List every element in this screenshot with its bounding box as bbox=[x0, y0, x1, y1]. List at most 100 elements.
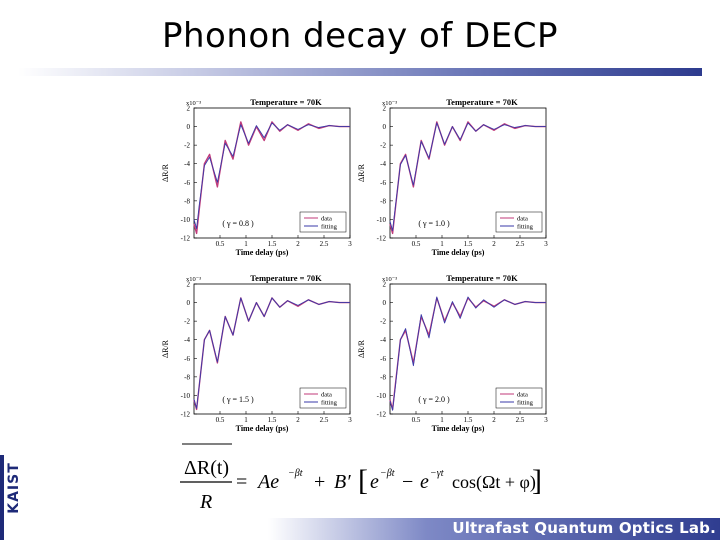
y-exponent-label: x10⁻³ bbox=[186, 100, 201, 107]
x-tick-label: 1 bbox=[244, 240, 248, 248]
formula-equals: = bbox=[236, 471, 247, 493]
y-tick-label: -10 bbox=[181, 216, 191, 224]
y-tick-label: -10 bbox=[181, 392, 191, 400]
x-tick-label: 1 bbox=[244, 416, 248, 424]
y-tick-label: -2 bbox=[380, 318, 386, 326]
x-tick-label: 3 bbox=[348, 416, 352, 424]
y-tick-label: -8 bbox=[184, 197, 190, 205]
x-tick-label: 2 bbox=[492, 240, 496, 248]
x-tick-label: 1.5 bbox=[464, 416, 473, 424]
legend-label-data: data bbox=[517, 392, 528, 399]
y-tick-label: -2 bbox=[184, 318, 190, 326]
y-tick-label: -4 bbox=[380, 160, 386, 168]
formula: ΔR(t) R = Ae −βt + B′ [ e −βt − e −γt co… bbox=[170, 438, 550, 520]
chart-panel-4: Temperature = 70Kx10⁻³20-2-4-6-8-10-120.… bbox=[357, 273, 548, 433]
formula-minus: − bbox=[402, 471, 413, 493]
y-axis-label: ΔR/R bbox=[357, 163, 366, 182]
figure-grid: Temperature = 70K x10⁻³ 2 0 -2 -4 -6 -8 -10 -12 0.… bbox=[160, 92, 560, 448]
x-tick-label: 1.5 bbox=[268, 416, 277, 424]
legend-label-data: data bbox=[321, 216, 332, 223]
y-tick-label: 0 bbox=[383, 123, 387, 131]
gamma-annotation: ( γ = 1.5 ) bbox=[222, 395, 254, 404]
legend-label-fitting: fitting bbox=[321, 224, 338, 231]
x-tick-label: 3 bbox=[544, 240, 548, 248]
x-tick-label: 0.5 bbox=[412, 416, 421, 424]
x-tick-label: 2.5 bbox=[320, 416, 329, 424]
y-tick-label: 2 bbox=[187, 105, 191, 113]
y-exponent-label: x10⁻³ bbox=[382, 276, 397, 283]
panel-title: Temperature = 70K bbox=[446, 273, 518, 283]
legend-box bbox=[495, 211, 543, 233]
x-tick-label: 2.5 bbox=[516, 416, 525, 424]
x-tick-label: 2.5 bbox=[320, 240, 329, 248]
chart-panel-1: Temperature = 70Kx10⁻³20-2-4-6-8-10-120.… bbox=[161, 97, 352, 257]
panel-title: Temperature = 70K bbox=[250, 273, 322, 283]
formula-term-a-exp: −βt bbox=[288, 468, 303, 479]
y-tick-label: 0 bbox=[383, 299, 387, 307]
x-tick-label: 1.5 bbox=[268, 240, 277, 248]
legend-label-fitting: fitting bbox=[517, 400, 534, 407]
formula-term-a: Ae bbox=[256, 471, 279, 493]
y-axis-label: ΔR/R bbox=[161, 163, 170, 182]
side-accent-bar bbox=[0, 455, 4, 540]
legend-box bbox=[299, 387, 347, 409]
y-exponent-label: x10⁻³ bbox=[382, 100, 397, 107]
y-tick-label: -2 bbox=[184, 142, 190, 150]
y-axis-label: ΔR/R bbox=[161, 339, 170, 358]
gamma-annotation: ( γ = 2.0 ) bbox=[418, 395, 450, 404]
y-tick-label: -12 bbox=[377, 235, 387, 243]
footer-lab-name: Ultrafast Quantum Optics Lab. bbox=[452, 519, 716, 537]
y-tick-label: 2 bbox=[383, 281, 387, 289]
page-title: Phonon decay of DECP bbox=[161, 16, 558, 56]
y-tick-label: 0 bbox=[187, 299, 191, 307]
x-axis-label: Time delay (ps) bbox=[432, 248, 485, 257]
formula-bracket-close: ] bbox=[532, 464, 542, 497]
kaist-side-label: KAIST bbox=[6, 462, 22, 514]
x-tick-label: 1.5 bbox=[464, 240, 473, 248]
x-tick-label: 2 bbox=[296, 240, 300, 248]
y-tick-label: -6 bbox=[380, 355, 386, 363]
y-tick-label: -6 bbox=[184, 355, 190, 363]
y-tick-label: -8 bbox=[380, 373, 386, 381]
series-line-fitting bbox=[193, 297, 350, 409]
panel-title: Temperature = 70K bbox=[446, 97, 518, 107]
x-tick-label: 0.5 bbox=[216, 416, 225, 424]
x-tick-label: 1 bbox=[440, 416, 444, 424]
x-axis-label: Time delay (ps) bbox=[236, 248, 289, 257]
y-tick-label: -8 bbox=[380, 197, 386, 205]
y-tick-label: -6 bbox=[380, 179, 386, 187]
legend-label-data: data bbox=[321, 392, 332, 399]
gamma-annotation: ( γ = 0.8 ) bbox=[222, 219, 254, 228]
y-tick-label: -2 bbox=[380, 142, 386, 150]
gamma-annotation: ( γ = 1.0 ) bbox=[418, 219, 450, 228]
formula-e1-exp: −βt bbox=[380, 468, 395, 479]
y-tick-label: -6 bbox=[184, 179, 190, 187]
chart-panel-2: Temperature = 70Kx10⁻³20-2-4-6-8-10-120.… bbox=[357, 97, 548, 257]
chart-panel-3: Temperature = 70K x10⁻³ 2 0 -2 -4 -6 -8 -10 -12 0.… bbox=[161, 273, 352, 433]
y-tick-label: -12 bbox=[181, 411, 191, 419]
y-tick-label: -12 bbox=[377, 411, 387, 419]
footer-bar: Ultrafast Quantum Optics Lab. bbox=[268, 518, 720, 540]
y-exponent-label: x10⁻³ bbox=[186, 276, 201, 283]
y-tick-label: 0 bbox=[187, 123, 191, 131]
x-tick-label: 0.5 bbox=[412, 240, 421, 248]
series-line-fitting bbox=[193, 122, 350, 230]
x-tick-label: 2.5 bbox=[516, 240, 525, 248]
x-axis-label: Time delay (ps) bbox=[432, 424, 485, 433]
x-tick-label: 1 bbox=[440, 240, 444, 248]
y-tick-label: -8 bbox=[184, 373, 190, 381]
formula-bracket-open: [ bbox=[358, 464, 368, 497]
legend-label-fitting: fitting bbox=[321, 400, 338, 407]
x-tick-label: 3 bbox=[348, 240, 352, 248]
x-tick-label: 2 bbox=[296, 416, 300, 424]
formula-e2-exp: −γt bbox=[430, 468, 444, 479]
formula-lhs-numerator: ΔR(t) bbox=[184, 457, 229, 479]
legend-box bbox=[495, 387, 543, 409]
y-tick-label: -10 bbox=[377, 392, 387, 400]
y-tick-label: -4 bbox=[184, 336, 190, 344]
series-line-fitting bbox=[389, 122, 546, 232]
y-axis-label: ΔR/R bbox=[357, 339, 366, 358]
x-tick-label: 0.5 bbox=[216, 240, 225, 248]
legend-box bbox=[299, 211, 347, 233]
y-tick-label: -4 bbox=[184, 160, 190, 168]
